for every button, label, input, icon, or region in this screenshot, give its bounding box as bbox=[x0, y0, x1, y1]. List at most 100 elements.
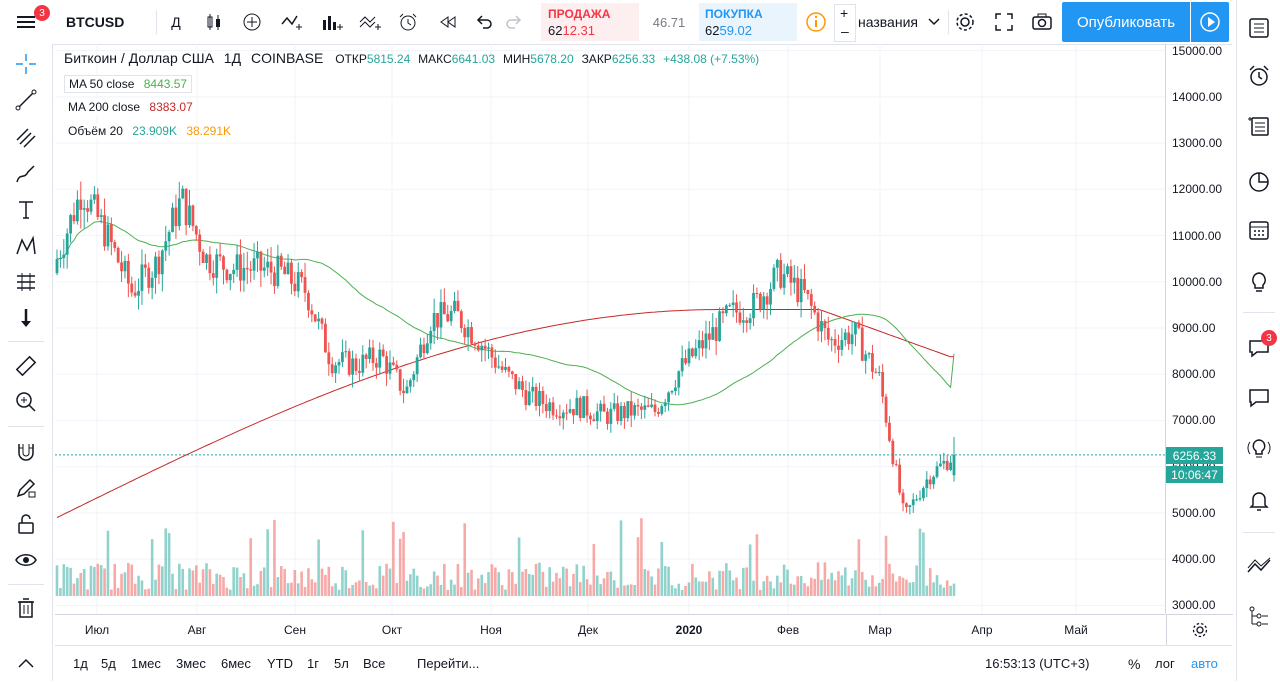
object-tree-button[interactable] bbox=[1243, 600, 1275, 632]
compare-button[interactable] bbox=[236, 0, 268, 44]
fullscreen-button[interactable] bbox=[988, 0, 1020, 44]
undo-button[interactable] bbox=[468, 0, 500, 44]
range-button[interactable]: Все bbox=[363, 656, 386, 671]
volume-bar bbox=[436, 575, 439, 596]
crosshair-tool[interactable] bbox=[10, 48, 42, 80]
notifications-button[interactable] bbox=[1243, 484, 1275, 516]
settings-button[interactable] bbox=[949, 0, 981, 44]
watchlist-button[interactable] bbox=[1243, 12, 1275, 44]
lock-tool[interactable] bbox=[10, 508, 42, 540]
alerts-button[interactable] bbox=[1243, 60, 1275, 92]
log-toggle[interactable]: лог bbox=[1155, 656, 1175, 671]
calendar-button[interactable] bbox=[1243, 214, 1275, 246]
volume-bar bbox=[378, 566, 382, 596]
interval-button[interactable]: Д bbox=[171, 14, 181, 30]
hotlists-button[interactable] bbox=[1243, 165, 1275, 197]
replay-button[interactable] bbox=[432, 0, 464, 44]
redo-button[interactable] bbox=[498, 0, 530, 44]
brush-tool[interactable] bbox=[10, 158, 42, 190]
range-button[interactable]: 1мес bbox=[131, 656, 161, 671]
volume-legend[interactable]: Объём 20 23.909K 38.291K bbox=[64, 123, 236, 139]
candle-body bbox=[300, 272, 304, 278]
financials-button[interactable] bbox=[316, 0, 348, 44]
candle-body bbox=[673, 387, 677, 392]
low-label: МИН bbox=[502, 52, 531, 66]
range-button[interactable]: 3мес bbox=[176, 656, 206, 671]
candle-body bbox=[245, 267, 249, 270]
zoom-tool[interactable] bbox=[10, 386, 42, 418]
candle-body bbox=[572, 409, 575, 416]
candle-body bbox=[755, 292, 759, 294]
range-button[interactable]: 1д bbox=[73, 656, 88, 671]
chart-type-button[interactable] bbox=[198, 0, 230, 44]
remove-drawings-tool[interactable] bbox=[10, 592, 42, 624]
alert-button[interactable] bbox=[392, 0, 424, 44]
candle-body bbox=[629, 401, 633, 416]
ideas-stream-button[interactable] bbox=[1243, 432, 1275, 464]
axis-settings-button[interactable] bbox=[1166, 614, 1233, 645]
volume-bar bbox=[344, 570, 348, 596]
price-axis[interactable]: 15000.00 14000.00 13000.00 12000.00 11000.00… bbox=[1165, 44, 1233, 614]
prediction-tool[interactable] bbox=[10, 266, 42, 298]
plus-icon[interactable]: + bbox=[840, 5, 849, 21]
candle-body bbox=[296, 272, 300, 292]
play-button[interactable] bbox=[1191, 2, 1229, 42]
visibility-tool[interactable] bbox=[10, 544, 42, 576]
volume-bar bbox=[371, 584, 375, 596]
fibonacci-tool[interactable] bbox=[10, 122, 42, 154]
icon-tool[interactable] bbox=[10, 302, 42, 334]
measure-tool[interactable] bbox=[10, 350, 42, 382]
minus-icon[interactable]: – bbox=[841, 23, 849, 39]
templates-button[interactable] bbox=[354, 0, 386, 44]
volume-bar bbox=[106, 530, 110, 596]
candle-body bbox=[191, 205, 195, 227]
trendline-tool[interactable] bbox=[10, 84, 42, 116]
menu-button[interactable] bbox=[8, 0, 44, 44]
quantity-stepper[interactable]: + – bbox=[834, 4, 856, 42]
text-tool[interactable] bbox=[10, 194, 42, 226]
candle-body bbox=[235, 254, 239, 270]
goto-date-button[interactable]: Перейти... bbox=[417, 656, 480, 671]
pattern-tool[interactable] bbox=[10, 230, 42, 262]
price-chart[interactable] bbox=[55, 44, 1165, 614]
range-button[interactable]: 6мес bbox=[221, 656, 251, 671]
snapshot-button[interactable] bbox=[1026, 0, 1058, 44]
ideas-button[interactable] bbox=[1243, 266, 1275, 298]
info-button[interactable] bbox=[803, 0, 829, 44]
candle-body bbox=[589, 415, 592, 420]
clock-display[interactable]: 16:53:13 (UTC+3) bbox=[985, 656, 1090, 671]
candle-body bbox=[694, 348, 698, 357]
candle-body bbox=[521, 381, 524, 391]
streams-button[interactable] bbox=[1243, 382, 1275, 414]
candle-body bbox=[429, 331, 433, 344]
buy-label: ПОКУПКА bbox=[705, 7, 763, 21]
candle-body bbox=[524, 390, 528, 406]
sell-button[interactable]: ПРОДАЖА 6212.31 bbox=[541, 3, 639, 41]
indicators-button[interactable] bbox=[276, 0, 308, 44]
price-tick-label: 3000.00 bbox=[1172, 598, 1216, 613]
range-button[interactable]: 5д bbox=[101, 656, 116, 671]
volume-bar bbox=[626, 584, 630, 596]
range-button[interactable]: 1г bbox=[307, 656, 319, 671]
volume-bar bbox=[273, 519, 276, 596]
percent-toggle[interactable]: % bbox=[1128, 656, 1141, 672]
symbol-search[interactable]: BTCUSD bbox=[66, 14, 125, 30]
publish-button[interactable]: Опубликовать bbox=[1062, 2, 1190, 42]
auto-toggle[interactable]: авто bbox=[1191, 656, 1218, 671]
range-button[interactable]: 5л bbox=[334, 656, 349, 671]
order-panel-button[interactable] bbox=[1243, 550, 1275, 582]
candle-body bbox=[619, 406, 623, 422]
layout-name-dropdown[interactable]: названия bbox=[858, 0, 948, 44]
stay-in-drawing-tool[interactable] bbox=[10, 472, 42, 504]
collapse-toolbar-button[interactable] bbox=[10, 647, 42, 679]
candle-body bbox=[79, 199, 83, 210]
ma50-legend[interactable]: MA 50 close 8443.57 bbox=[64, 75, 193, 93]
ma200-legend[interactable]: MA 200 close 8383.07 bbox=[64, 99, 197, 115]
time-axis[interactable]: Июл Авг Сен Окт Ноя Дек 2020 Фев Мар Апр Май bbox=[55, 614, 1165, 645]
chart-line-icon bbox=[1247, 557, 1271, 573]
buy-button[interactable]: ПОКУПКА 6259.02 bbox=[699, 3, 797, 41]
candle-body bbox=[103, 215, 106, 247]
data-window-button[interactable] bbox=[1243, 110, 1275, 142]
magnet-tool[interactable] bbox=[10, 436, 42, 468]
range-button[interactable]: YTD bbox=[267, 656, 293, 671]
